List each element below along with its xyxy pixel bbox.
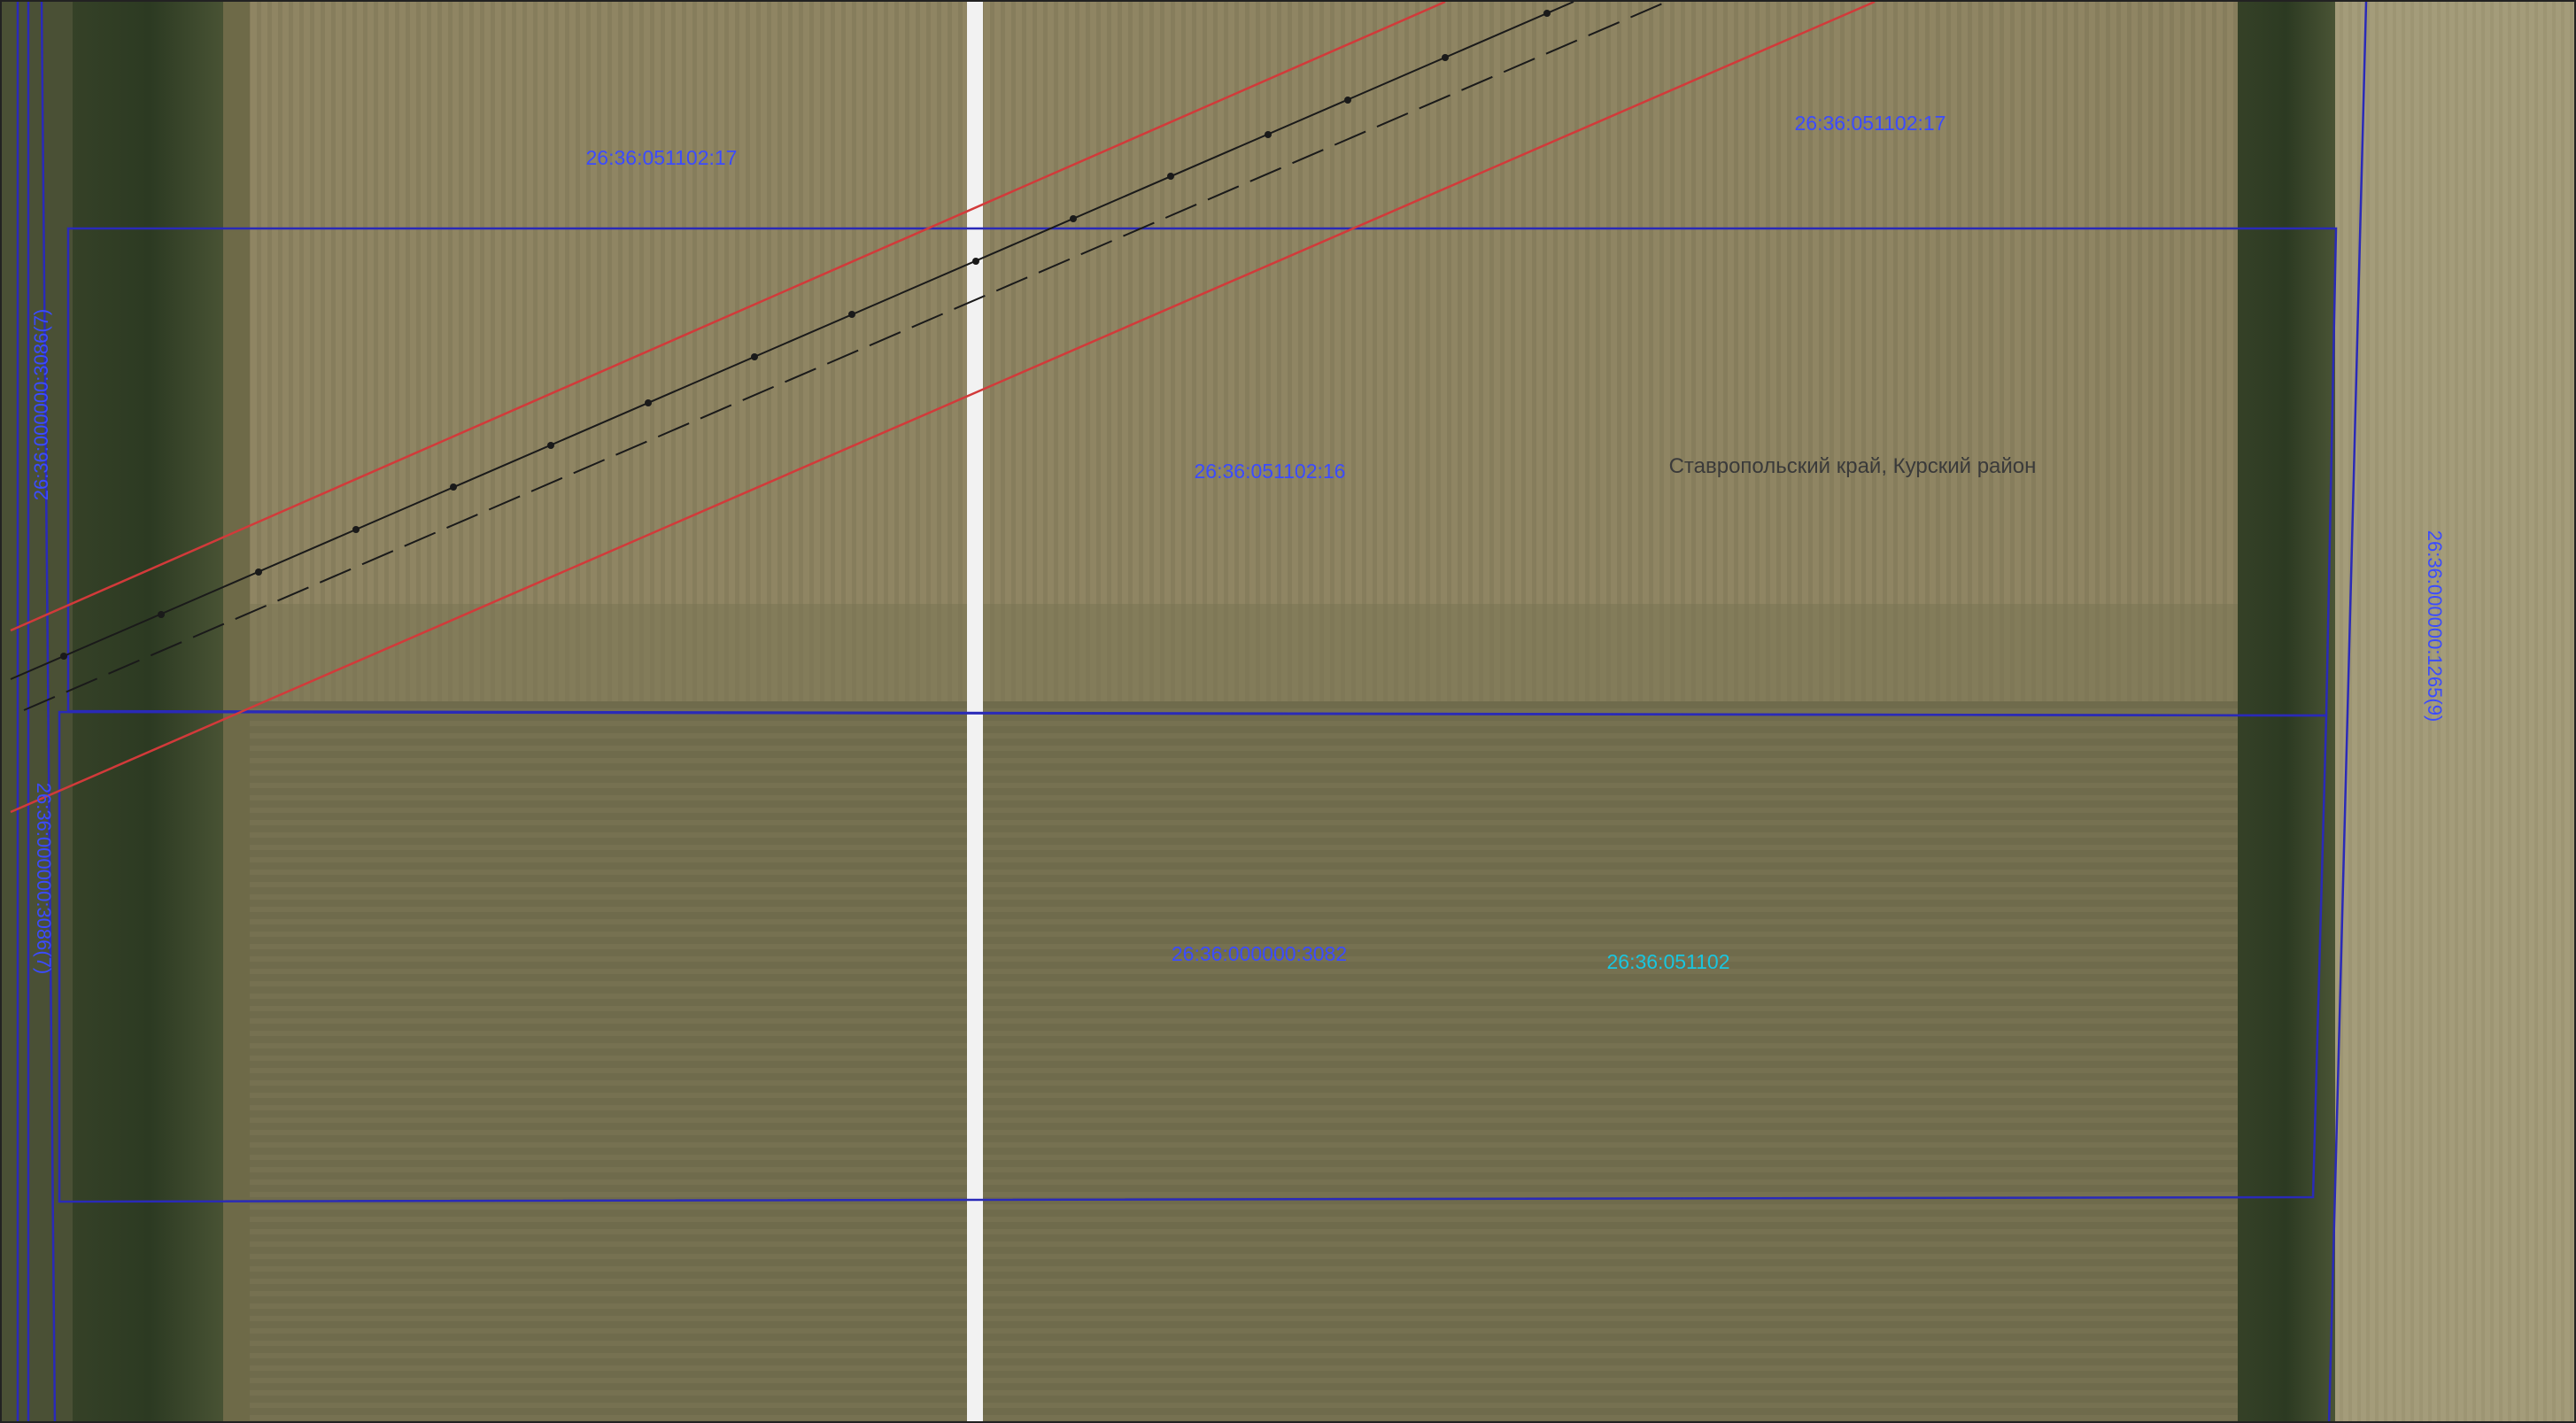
left-road-boundary-3[interactable] [40, 2, 57, 1423]
right-vertical-label[interactable]: 26:36:000000:1265(9) [2424, 530, 2446, 723]
power-line-poles [60, 10, 1551, 660]
zone-line-upper[interactable] [10, 2, 1446, 632]
parcel-label-top-right[interactable]: 26:36:051102:17 [1795, 112, 1946, 135]
power-line-dashed[interactable] [23, 2, 1667, 711]
map-labels: 26:36:051102:17 26:36:051102:17 26:36:05… [30, 112, 2446, 974]
region-name-label: Ставропольский край, Курский район [1669, 454, 2037, 478]
power-line-solid[interactable] [10, 2, 1574, 680]
power-line [10, 2, 1667, 711]
right-road-boundary[interactable] [2327, 2, 2368, 1423]
parcel-label-center[interactable]: 26:36:051102:16 [1195, 460, 1346, 483]
cadastral-parcels [16, 2, 2368, 1423]
parcel-label-lower[interactable]: 26:36:000000:3082 [1172, 942, 1347, 965]
quarter-label[interactable]: 26:36:051102 [1607, 950, 1730, 973]
zone-line-lower[interactable] [10, 2, 1876, 814]
protection-zone [10, 2, 1876, 814]
left-vertical-label-bottom[interactable]: 26:36:000000:3086(7) [33, 783, 55, 975]
road [967, 2, 983, 1421]
left-vertical-label-top[interactable]: 26:36:000000:3086(7) [30, 309, 52, 501]
parcel-boundary-3082[interactable] [58, 710, 2328, 1203]
parcel-label-top-left[interactable]: 26:36:051102:17 [586, 146, 738, 169]
